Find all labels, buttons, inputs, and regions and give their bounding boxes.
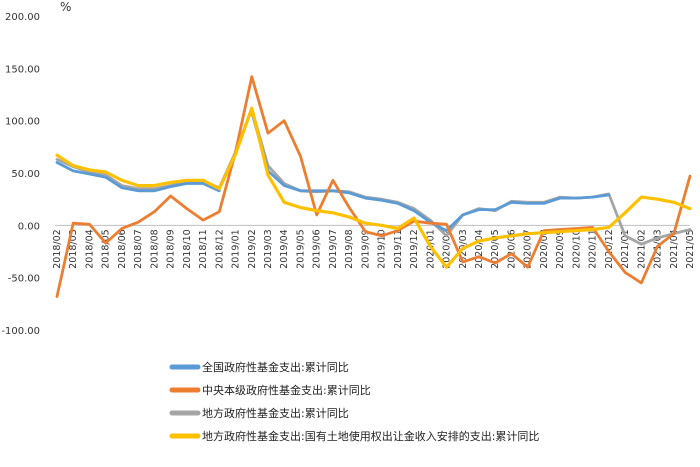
x-tick-label: 2020/05: [490, 229, 501, 268]
y-tick-label: 200.00: [5, 12, 40, 23]
x-tick-label: 2018/07: [133, 229, 144, 268]
x-tick-label: 2018/12: [214, 229, 225, 268]
y-tick-label: -50.00: [8, 274, 40, 285]
x-tick-label: 2020/09: [555, 229, 566, 268]
x-tick-label: 2020/10: [571, 229, 582, 268]
x-axis: 2018/02 2018/03 2018/04 2018/05 2018/06 2018/…: [52, 229, 696, 268]
x-tick-label: 2018/02: [52, 229, 63, 268]
x-tick-label: 2019/12: [409, 229, 420, 268]
x-tick-label: 2020/11: [588, 229, 599, 268]
x-tick-label: 2019/04: [279, 229, 290, 268]
x-tick-label: 2018/09: [166, 229, 177, 268]
legend-label: 地方政府性基金支出:国有土地使用权出让金收入安排的支出:累计同比: [202, 429, 539, 443]
legend: 全国政府性基金支出:累计同比中央本级政府性基金支出:累计同比地方政府性基金支出:…: [169, 360, 539, 443]
x-tick-label: 2019/11: [393, 229, 404, 268]
x-tick-label: 2021/03: [653, 229, 664, 268]
x-tick-label: 2018/04: [84, 229, 95, 268]
x-tick-label: 2019/02: [247, 229, 258, 268]
y-tick-label: 0.00: [18, 221, 40, 232]
x-tick-label: 2019/05: [295, 229, 306, 268]
x-tick-label: 2018/06: [117, 229, 128, 268]
x-tick-label: 2019/09: [360, 229, 371, 268]
x-tick-label: 2019/08: [344, 229, 355, 268]
x-tick-label: 2019/06: [312, 229, 323, 268]
x-tick-label: 2018/11: [198, 229, 209, 268]
x-tick-label: 2020/07: [523, 229, 534, 268]
y-tick-label: 100.00: [5, 117, 40, 128]
series-line-3: [55, 106, 692, 269]
y-tick-label: 50.00: [11, 169, 40, 180]
x-tick-label: 2019/07: [328, 229, 339, 268]
x-tick-label: 2020/06: [506, 229, 517, 268]
x-tick-label: 2018/08: [149, 229, 160, 268]
x-tick-label: 2021/02: [636, 229, 647, 268]
y-axis: -100.00 -50.00 0.00 50.00 100.00 150.00 200.00: [1, 12, 40, 337]
y-tick-label: 150.00: [5, 64, 40, 75]
x-tick-label: 2020/12: [604, 229, 615, 268]
x-tick-label: 2018/10: [182, 229, 193, 268]
x-tick-label: 2020/08: [539, 229, 550, 268]
series-lines: [55, 75, 692, 298]
x-tick-label: 2020/02: [442, 229, 453, 268]
x-tick-label: 2018/05: [101, 229, 112, 268]
x-tick-label: 2018/03: [68, 229, 79, 268]
x-tick-label: 2020/04: [474, 229, 485, 268]
x-tick-label: 2019/01: [231, 229, 242, 268]
y-unit-label: %: [60, 0, 71, 14]
legend-label: 全国政府性基金支出:累计同比: [202, 360, 349, 374]
x-tick-label: 2021/05: [685, 229, 696, 268]
x-tick-label: 2021/01: [620, 229, 631, 268]
legend-label: 中央本级政府性基金支出:累计同比: [202, 383, 371, 397]
x-tick-label: 2019/03: [263, 229, 274, 268]
legend-label: 地方政府性基金支出:累计同比: [202, 406, 349, 420]
x-tick-label: 2021/04: [669, 229, 680, 268]
series-line-1: [55, 75, 692, 298]
y-tick-label: -100.00: [1, 326, 40, 337]
x-tick-label: 2019/10: [377, 229, 388, 268]
